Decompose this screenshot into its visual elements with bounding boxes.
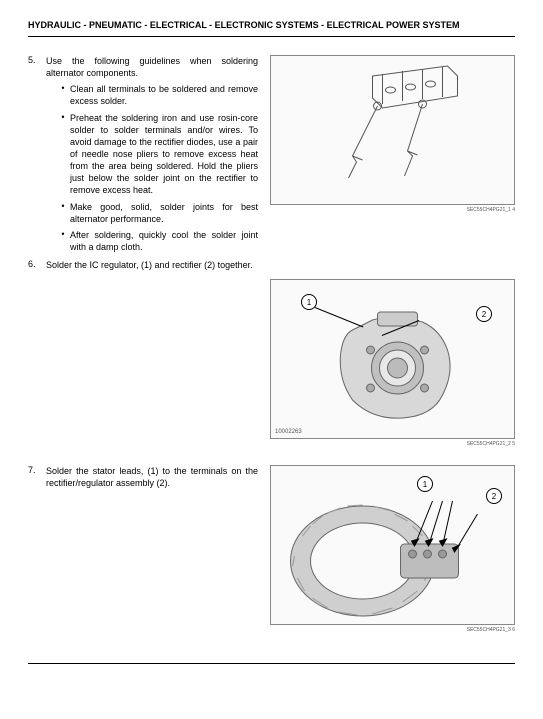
step-number: 7. (28, 465, 46, 489)
step-5: 5. Use the following guidelines when sol… (28, 55, 258, 79)
figure-2: 1 2 10002263 (270, 279, 515, 439)
step-text: Use the following guidelines when solder… (46, 55, 258, 79)
bullet-text: Clean all terminals to be soldered and r… (70, 83, 258, 107)
figure-ref: 10002263 (275, 429, 302, 435)
bullet-item: • Make good, solid, solder joints for be… (56, 201, 258, 225)
bullet-dot: • (56, 83, 70, 107)
figure-1 (270, 55, 515, 205)
step-text: Solder the IC regulator, (1) and rectifi… (46, 259, 258, 271)
bullet-dot: • (56, 112, 70, 197)
step-number: 5. (28, 55, 46, 79)
figure-3: 1 2 (270, 465, 515, 625)
bullet-dot: • (56, 229, 70, 253)
footer-rule (28, 663, 515, 664)
step-7: 7. Solder the stator leads, (1) to the t… (28, 465, 258, 489)
figure-caption: SEC55CH4PG21_1 4 (270, 207, 515, 213)
figure-caption: SEC55CH4PG21_2 5 (270, 441, 515, 447)
figure-caption: SEC55CH4PG21_3 6 (270, 627, 515, 633)
step-6: 6. Solder the IC regulator, (1) and rect… (28, 259, 258, 271)
bullet-text: Make good, solid, solder joints for best… (70, 201, 258, 225)
step-number: 6. (28, 259, 46, 271)
page-header: HYDRAULIC - PNEUMATIC - ELECTRICAL - ELE… (28, 20, 515, 37)
bullet-item: • Clean all terminals to be soldered and… (56, 83, 258, 107)
bullet-item: • Preheat the soldering iron and use ros… (56, 112, 258, 197)
bullet-item: • After soldering, quickly cool the sold… (56, 229, 258, 253)
bullet-text: After soldering, quickly cool the solder… (70, 229, 258, 253)
bullet-dot: • (56, 201, 70, 225)
bullet-text: Preheat the soldering iron and use rosin… (70, 112, 258, 197)
step-text: Solder the stator leads, (1) to the term… (46, 465, 258, 489)
